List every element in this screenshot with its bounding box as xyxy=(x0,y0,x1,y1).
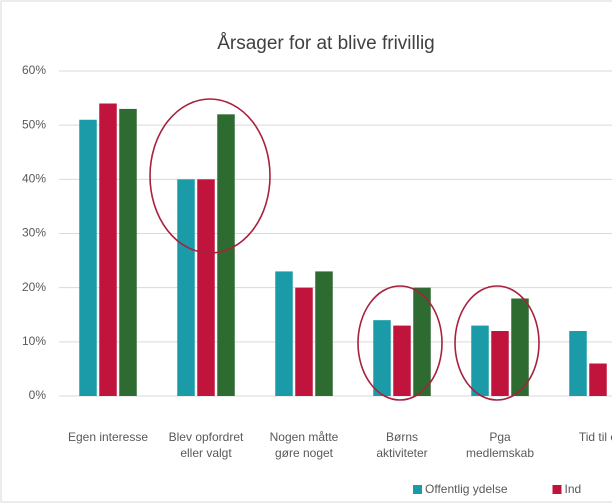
legend-label: Offentlig ydelse xyxy=(425,482,508,496)
bar xyxy=(569,331,587,396)
y-tick-label: 60% xyxy=(22,63,46,77)
bar xyxy=(511,298,529,396)
y-tick-label: 0% xyxy=(29,388,47,402)
bar xyxy=(589,363,607,396)
bar xyxy=(393,325,411,396)
x-tick-label: Egen interesse xyxy=(68,430,148,444)
legend-label: Ind xyxy=(565,482,582,496)
bar xyxy=(119,108,137,397)
bar xyxy=(177,179,195,396)
bar xyxy=(197,179,215,396)
plot: 0% 10% 20% 30% 40% 50% 60% Egen interesse Blev o… xyxy=(22,63,612,496)
x-tick-label: medlemskab xyxy=(466,446,534,460)
bar xyxy=(373,320,391,396)
y-tick-label: 30% xyxy=(22,226,46,240)
bar xyxy=(315,271,333,396)
highlight-circle xyxy=(357,285,443,401)
chart-title: Årsager for at blive frivillig xyxy=(217,33,435,54)
y-tick-label: 10% xyxy=(22,334,46,348)
bar xyxy=(471,325,489,396)
x-tick-label: Pga xyxy=(489,430,511,444)
x-tick-label: eller valgt xyxy=(180,446,232,460)
y-tick-label: 40% xyxy=(22,172,46,186)
x-tick-label: Blev opfordret xyxy=(169,430,244,444)
y-tick-label: 50% xyxy=(22,117,46,131)
highlight-circle xyxy=(149,98,271,254)
bar xyxy=(217,114,235,396)
x-tick-label: gøre noget xyxy=(275,446,334,460)
x-tick-label: Tid til e xyxy=(579,430,612,444)
bar xyxy=(99,103,117,396)
bar xyxy=(413,287,431,396)
x-tick-label: aktiviteter xyxy=(376,446,427,460)
legend-swatch xyxy=(413,485,422,494)
bar xyxy=(79,119,97,396)
x-tick-label: Børns xyxy=(386,430,418,444)
y-tick-label: 20% xyxy=(22,280,46,294)
bar xyxy=(491,331,509,396)
bar xyxy=(275,271,293,396)
x-tick-label: Nogen måtte xyxy=(270,430,339,444)
highlight-circle xyxy=(454,285,540,401)
bar xyxy=(295,287,313,396)
legend-swatch xyxy=(552,485,562,494)
